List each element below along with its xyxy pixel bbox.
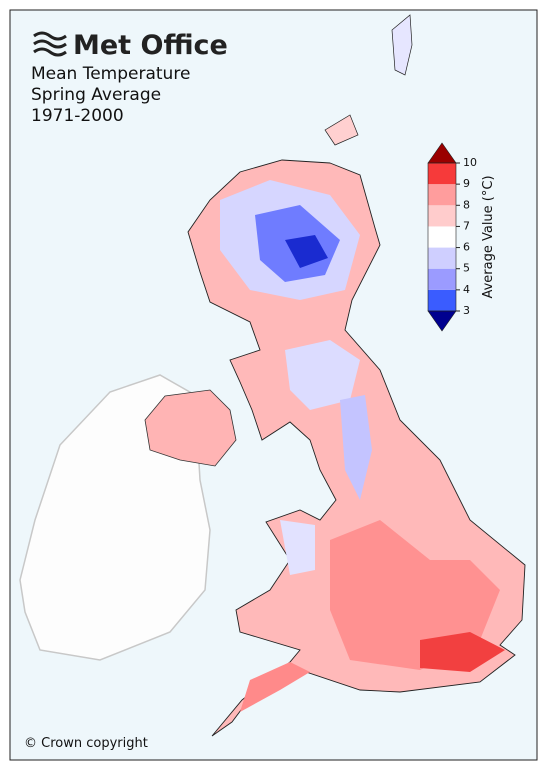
logo [33, 31, 67, 57]
title-line: 1971-2000 [31, 106, 124, 126]
logo-wave [33, 47, 67, 57]
pennines [340, 395, 372, 500]
wales-uplands [280, 520, 315, 575]
logo-text: Met Office [73, 30, 228, 61]
southern-uplands [285, 340, 360, 410]
colorbar-tick-label: 3 [463, 304, 470, 317]
northern-ireland [144, 389, 237, 467]
title-line: Mean Temperature [31, 64, 190, 84]
colorbar-tick-label: 8 [463, 198, 470, 211]
southwest-warm [240, 662, 310, 712]
logo-wave [33, 31, 67, 41]
colorbar-tick-label: 4 [463, 283, 470, 296]
colorbar-band [428, 184, 456, 206]
colorbar-tick-label: 10 [463, 156, 477, 169]
colorbar-band [428, 247, 456, 269]
colorbar-outline [427, 162, 457, 312]
logo-wave [33, 39, 67, 49]
highlands-coldest [285, 235, 328, 268]
colorbar-tick-label: 5 [463, 262, 470, 275]
colorbar-tick-label: 7 [463, 219, 470, 232]
southeast-warm [420, 632, 505, 672]
colorbar-tick-label: 6 [463, 241, 470, 254]
colorbar-band [428, 163, 456, 185]
orkney [324, 114, 359, 146]
copyright: © Crown copyright [24, 736, 148, 751]
colorbar-band [428, 205, 456, 227]
lowland-warm [330, 520, 500, 670]
colorbar-label: Average Value (°C) [481, 175, 496, 298]
shetland [391, 14, 413, 76]
colorbar-band [428, 289, 456, 311]
colorbar-tick-label: 9 [463, 177, 470, 190]
colorbar-band [428, 268, 456, 290]
colorbar: 3 4 5 6 7 8 9 10 Average Value (°C) [427, 142, 496, 332]
colorbar-band [428, 226, 456, 248]
title-line: Spring Average [31, 85, 161, 105]
